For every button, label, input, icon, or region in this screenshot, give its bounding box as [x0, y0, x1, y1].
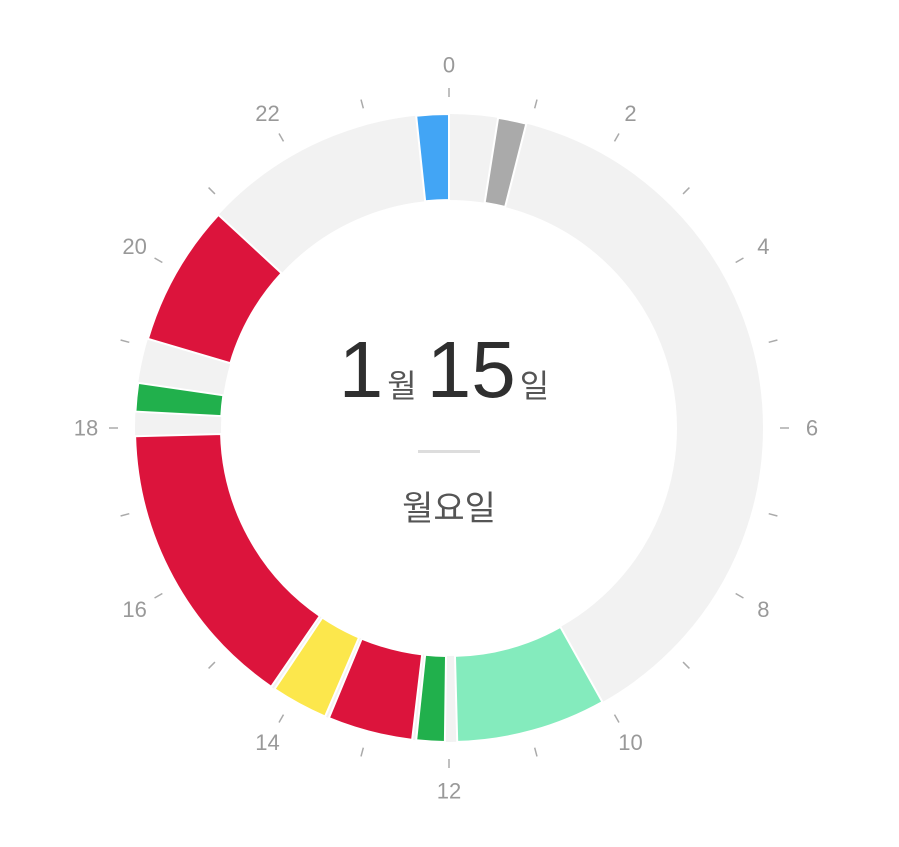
hour-label: 8 — [757, 597, 769, 622]
activity-segment[interactable] — [134, 432, 322, 689]
hour-label: 6 — [806, 416, 818, 441]
hour-tick — [682, 661, 690, 669]
day-number: 15 — [426, 325, 516, 414]
hour-tick — [154, 257, 163, 264]
day-unit: 일 — [519, 368, 550, 404]
hour-tick — [154, 592, 163, 599]
activity-segment[interactable] — [453, 625, 604, 743]
hour-label: 2 — [624, 101, 636, 126]
hour-label: 16 — [122, 597, 146, 622]
activity-segment[interactable] — [483, 116, 528, 209]
hour-tick — [682, 187, 690, 195]
center-divider — [418, 450, 480, 453]
date-line: 1 월 15 일 — [249, 330, 649, 410]
activity-segment[interactable] — [273, 616, 361, 718]
month-number: 1 — [338, 325, 384, 414]
hour-label: 18 — [74, 416, 98, 441]
hour-tick — [533, 747, 538, 757]
hour-label: 20 — [122, 234, 146, 259]
weekday-label: 월요일 — [402, 490, 496, 528]
hour-label: 10 — [618, 730, 642, 755]
hour-label: 0 — [443, 53, 455, 78]
hour-tick — [208, 187, 216, 195]
hour-tick — [613, 133, 620, 142]
hour-ticks — [109, 88, 789, 768]
hour-tick — [768, 512, 778, 517]
hour-label: 22 — [255, 101, 279, 126]
hour-labels: 0 2 4 6 8 10 12 14 16 18 20 22 — [74, 53, 818, 804]
hour-tick — [120, 512, 130, 517]
date-display: 1 월 15 일 월요일 — [249, 330, 649, 530]
activity-segment[interactable] — [415, 653, 448, 743]
activity-segment[interactable] — [327, 637, 424, 741]
hour-tick — [278, 133, 285, 142]
hour-tick — [613, 714, 620, 723]
hour-tick — [735, 257, 744, 264]
month-unit: 월 — [387, 368, 417, 404]
activity-segments — [134, 112, 604, 743]
hour-label: 12 — [437, 779, 461, 804]
hour-label: 4 — [757, 234, 769, 259]
hour-label: 14 — [255, 730, 279, 755]
hour-tick — [120, 339, 130, 344]
hour-tick — [208, 661, 216, 669]
activity-segment[interactable] — [146, 213, 283, 365]
activity-segment[interactable] — [415, 112, 450, 203]
hour-tick — [768, 339, 778, 344]
hour-tick — [360, 99, 365, 109]
activity-segment[interactable] — [134, 381, 225, 418]
hour-tick — [735, 592, 744, 599]
hour-tick — [278, 714, 285, 723]
hour-tick — [360, 747, 365, 757]
hour-tick — [533, 99, 538, 109]
